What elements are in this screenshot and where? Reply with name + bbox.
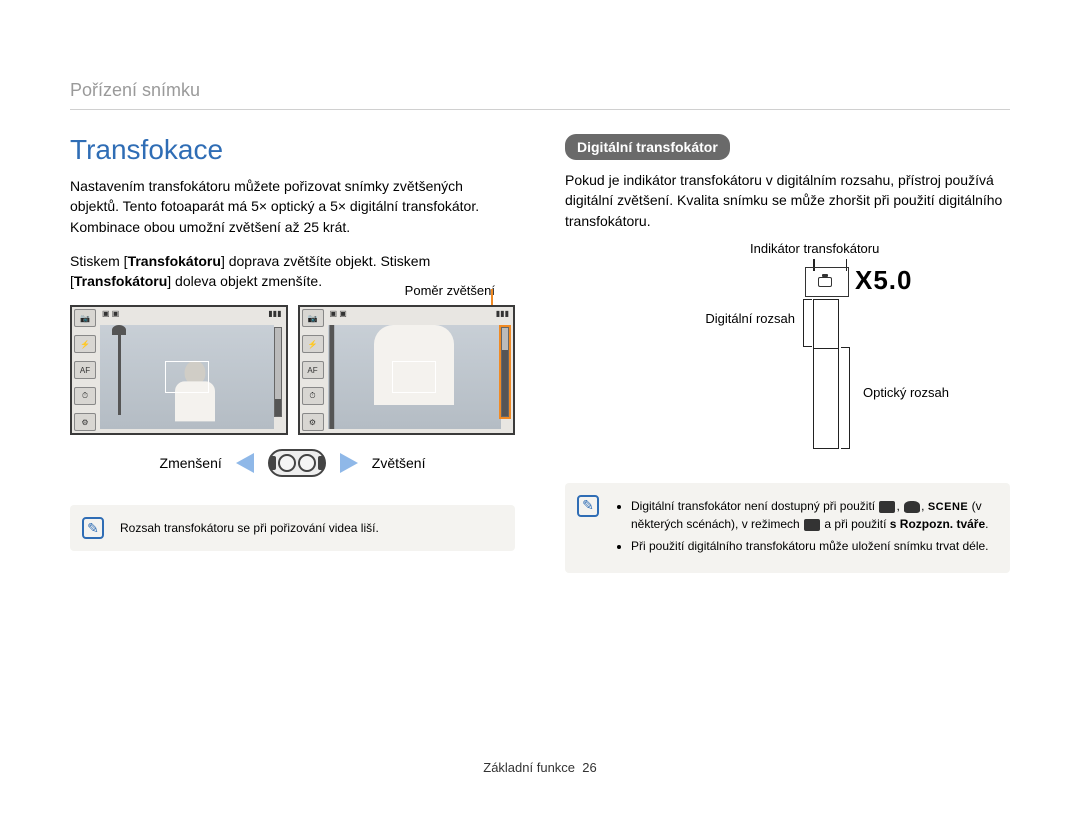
bold-term: Transfokátoru bbox=[74, 273, 167, 289]
lamp-graphic bbox=[110, 325, 128, 415]
digital-intro: Pokud je indikátor transfokátoru v digit… bbox=[565, 170, 1010, 231]
footer-label: Základní funkce bbox=[483, 760, 575, 775]
zoom-indicator-diagram: Indikátor transfokátoru X5.0 Digitální r… bbox=[605, 245, 1010, 455]
focus-frame bbox=[392, 361, 436, 393]
page-footer: Základní funkce 26 bbox=[0, 760, 1080, 775]
zoom-lever-graphic bbox=[268, 449, 326, 477]
text: Stiskem [ bbox=[70, 253, 128, 269]
lamp-graphic bbox=[328, 325, 345, 429]
camera-screen-zoomed: 📷 ⚡ AF ⏱ ⚙ ▣ ▣ ▮▮▮ bbox=[298, 305, 516, 435]
page-number: 26 bbox=[582, 760, 596, 775]
zoom-out-label: Zmenšení bbox=[160, 455, 222, 471]
note-text: Rozsah transfokátoru se při pořizování v… bbox=[120, 521, 379, 535]
top-icon: ▮▮▮ bbox=[268, 309, 281, 323]
zoom-thumb-box bbox=[805, 267, 849, 297]
left-column: Transfokace Nastavením transfokátoru můž… bbox=[70, 134, 515, 573]
timer-icon: ⏱ bbox=[74, 387, 96, 405]
note-icon: ✎ bbox=[577, 495, 599, 517]
top-icon: ▣ ▣ bbox=[330, 309, 347, 323]
gear-icon: ⚙ bbox=[302, 413, 324, 431]
page-header: Pořízení snímku bbox=[70, 80, 1010, 110]
note-item: Digitální transfokátor není dostupný při… bbox=[631, 497, 994, 534]
camera-icon bbox=[818, 277, 832, 287]
ratio-label: Poměr zvětšení bbox=[405, 283, 495, 298]
mode-icon: 📷 bbox=[74, 309, 96, 327]
text: . bbox=[985, 517, 988, 531]
optical-bracket bbox=[849, 347, 850, 449]
zoom-range-bar bbox=[813, 299, 839, 449]
note-box: ✎ Digitální transfokátor není dostupný p… bbox=[565, 483, 1010, 574]
indicator-label: Indikátor transfokátoru bbox=[750, 241, 879, 256]
optical-range-label: Optický rozsah bbox=[863, 385, 949, 400]
digital-range-label: Digitální rozsah bbox=[695, 311, 795, 326]
flash-icon: ⚡ bbox=[302, 335, 324, 353]
scene-icon: SCENE bbox=[928, 501, 968, 513]
note-icon: ✎ bbox=[82, 517, 104, 539]
subsection-pill: Digitální transfokátor bbox=[565, 134, 730, 160]
digital-bracket bbox=[803, 299, 804, 347]
arrow-right-icon bbox=[340, 453, 358, 473]
camera-mode-icon bbox=[879, 501, 895, 513]
screen-top-icons: ▣ ▣ ▮▮▮ bbox=[102, 309, 282, 323]
focus-frame bbox=[165, 361, 209, 393]
bold-term: Transfokátoru bbox=[128, 253, 221, 269]
bold-term: s Rozpozn. tváře bbox=[890, 517, 985, 531]
hand-icon bbox=[904, 501, 920, 513]
screen-side-icons: 📷 ⚡ AF ⏱ ⚙ bbox=[74, 309, 98, 431]
screen-top-icons: ▣ ▣ ▮▮▮ bbox=[330, 309, 510, 323]
right-column: Digitální transfokátor Pokud je indikáto… bbox=[565, 134, 1010, 573]
top-icon: ▮▮▮ bbox=[496, 309, 509, 323]
screen-side-icons: 📷 ⚡ AF ⏱ ⚙ bbox=[302, 309, 326, 431]
video-mode-icon bbox=[804, 519, 820, 531]
top-icon: ▣ ▣ bbox=[102, 309, 119, 323]
note-box: ✎ Rozsah transfokátoru se při pořizování… bbox=[70, 505, 515, 551]
text: ] doleva objekt zmenšíte. bbox=[167, 273, 322, 289]
timer-icon: ⏱ bbox=[302, 387, 324, 405]
zoom-comparison-figure: Poměr zvětšení 📷 ⚡ AF ⏱ ⚙ ▣ ▣ ▮▮▮ bbox=[70, 305, 515, 477]
gear-icon: ⚙ bbox=[74, 413, 96, 431]
zoom-bar bbox=[274, 327, 282, 417]
text: a při použití bbox=[821, 517, 890, 531]
intro-text: Nastavením transfokátoru můžete pořizova… bbox=[70, 176, 515, 237]
zoom-control-row: Zmenšení Zvětšení bbox=[70, 449, 515, 477]
af-icon: AF bbox=[74, 361, 96, 379]
section-title: Transfokace bbox=[70, 134, 515, 166]
zoom-bar bbox=[501, 327, 509, 417]
mode-icon: 📷 bbox=[302, 309, 324, 327]
text: Digitální transfokátor není dostupný při… bbox=[631, 499, 878, 513]
zoom-in-label: Zvětšení bbox=[372, 455, 426, 471]
zoom-value: X5.0 bbox=[855, 265, 913, 296]
note-item: Při použití digitálního transfokátoru mů… bbox=[631, 537, 994, 555]
arrow-left-icon bbox=[236, 453, 254, 473]
flash-icon: ⚡ bbox=[74, 335, 96, 353]
camera-screen-wide: 📷 ⚡ AF ⏱ ⚙ ▣ ▣ ▮▮▮ bbox=[70, 305, 288, 435]
af-icon: AF bbox=[302, 361, 324, 379]
